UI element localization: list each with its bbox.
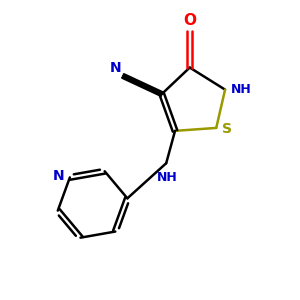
Text: S: S	[222, 122, 232, 136]
Text: N: N	[52, 169, 64, 183]
Text: NH: NH	[157, 171, 178, 184]
Text: N: N	[110, 61, 122, 74]
Text: NH: NH	[231, 83, 252, 96]
Text: O: O	[183, 13, 196, 28]
